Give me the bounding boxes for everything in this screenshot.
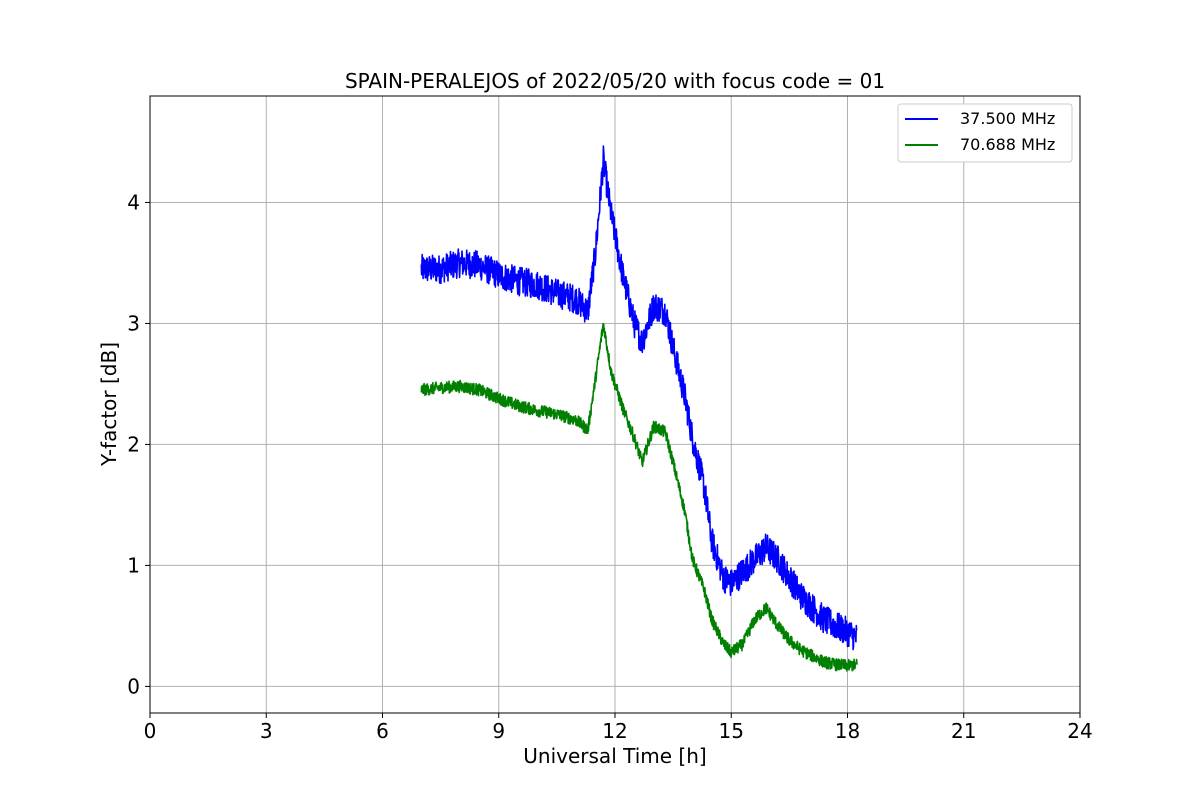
x-tick-label: 0 — [144, 719, 157, 743]
x-tick-label: 15 — [719, 719, 744, 743]
x-tick-label: 24 — [1067, 719, 1092, 743]
legend-label-37-500: 37.500 MHz — [960, 109, 1055, 128]
grid — [149, 96, 1081, 713]
series-line-1 — [420, 322, 858, 672]
x-tick-label: 9 — [492, 719, 505, 743]
legend-box — [897, 103, 1073, 163]
y-tick-label: 1 — [127, 553, 140, 577]
plot-series — [420, 145, 858, 672]
x-tick-label: 6 — [376, 719, 389, 743]
y-axis-label: Y-factor [dB] — [97, 342, 121, 467]
x-tick-label: 21 — [951, 719, 976, 743]
y-tick-label: 0 — [127, 674, 140, 698]
y-tick-label: 3 — [127, 311, 140, 335]
series-line-0 — [420, 145, 858, 651]
legend: 37.500 MHz 70.688 MHz — [897, 103, 1073, 163]
x-tick-label: 3 — [260, 719, 273, 743]
x-tick-label: 12 — [602, 719, 627, 743]
y-tick-label: 4 — [127, 190, 140, 214]
x-tick-label: 18 — [835, 719, 860, 743]
legend-label-70-688: 70.688 MHz — [960, 135, 1055, 154]
chart-title: SPAIN-PERALEJOS of 2022/05/20 with focus… — [345, 69, 885, 93]
x-axis-label: Universal Time [h] — [523, 744, 706, 768]
y-tick-label: 2 — [127, 432, 140, 456]
